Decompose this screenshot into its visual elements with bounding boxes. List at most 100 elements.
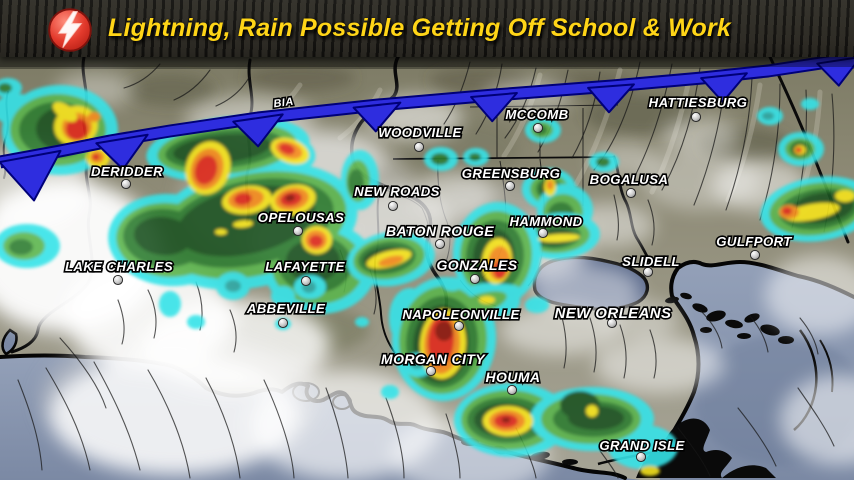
city-label: LAFAYETTE [265, 259, 345, 274]
radar-cell-re [234, 192, 252, 206]
front-triangle [470, 92, 518, 123]
clouds-layer-part [415, 170, 495, 220]
city-label: SLIDELL [622, 254, 680, 269]
headline-banner: Lightning, Rain Possible Getting Off Sch… [0, 0, 854, 57]
radar-cell-cy [801, 98, 819, 110]
city-dot [425, 365, 437, 377]
front-triangle [352, 101, 402, 133]
radar-cell-or [546, 180, 554, 190]
wind-streamlines-part [597, 447, 619, 479]
city-dot [469, 273, 481, 285]
radar-cell-cy [355, 317, 369, 327]
radar-cell-gr [431, 153, 449, 165]
radar-cell-dr [285, 194, 295, 202]
marsh-speckles-part [722, 465, 776, 478]
marsh-speckles-part [680, 292, 692, 300]
city-label: BOGALUSA [590, 172, 669, 187]
radar-cell-re [279, 143, 295, 155]
city-label: NAPOLEONVILLE [402, 307, 520, 322]
radar-cell-tl [410, 359, 424, 369]
radar-cell-or [88, 112, 100, 122]
city-label: GULFPORT [716, 234, 792, 249]
headline-text: Lightning, Rain Possible Getting Off Sch… [108, 14, 731, 42]
city-dot [120, 178, 132, 190]
city-label: GRAND ISLE [599, 438, 685, 453]
front-triangle [816, 57, 854, 87]
wind-streamlines-part [737, 407, 777, 467]
land-layer-part [0, 57, 854, 69]
radar-cell-ye [538, 233, 580, 243]
terrain-shading-part [125, 74, 215, 106]
wind-streamlines-part [699, 309, 723, 349]
front-triangle [95, 133, 149, 171]
city-dot [453, 320, 465, 332]
wind-streamlines-part [571, 71, 601, 159]
front-triangle [587, 83, 635, 114]
city-label: HATTIESBURG [649, 95, 748, 110]
radar-cell-cy [159, 291, 181, 317]
clouds-layer-part [765, 255, 854, 335]
radar-cell-cy [525, 297, 549, 313]
radar-cell-cy [442, 277, 462, 291]
sabine-lake [1, 328, 18, 356]
city-dot [749, 249, 761, 261]
marsh-speckles-part [562, 459, 578, 465]
city-label: LAKE CHARLES [65, 259, 173, 274]
marsh-speckles-part [737, 333, 751, 339]
city-dot [277, 317, 289, 329]
front-triangle [232, 113, 284, 148]
radar-cell-dr [435, 321, 453, 341]
wind-streamlines-part [45, 367, 91, 471]
radar-cell-ye [233, 220, 253, 228]
terrain-shading-part [245, 64, 355, 92]
wind-streamlines-part [445, 413, 461, 479]
wind-streamlines-part [619, 324, 627, 379]
lightning-bolt-icon [48, 8, 92, 52]
city-label: BIA [273, 96, 295, 111]
city-dot [300, 275, 312, 287]
city-dot [690, 111, 702, 123]
radar-cell-ye [215, 229, 227, 235]
wind-streamlines-part [504, 67, 537, 139]
radar-cell-ye [835, 190, 854, 202]
city-dot [642, 266, 654, 278]
radar-cell-re [309, 235, 323, 247]
city-dot [292, 225, 304, 237]
marsh-speckles-part [665, 296, 679, 304]
radar-layer [0, 78, 854, 476]
clouds-layer-part [530, 265, 640, 315]
city-dot [635, 451, 647, 463]
marsh-speckles-part [760, 324, 780, 336]
wind-streamlines-part [799, 317, 819, 355]
radar-cell-gr [596, 157, 610, 167]
city-label: DERIDDER [91, 164, 163, 179]
city-label: HAMMOND [509, 214, 582, 229]
marsh-speckles-part [706, 310, 726, 322]
radar-cell-gr [0, 83, 12, 93]
marsh-speckles-part [778, 336, 794, 344]
radar-cell-re [194, 155, 218, 185]
front-triangle [700, 72, 748, 103]
radar-cell-re [92, 154, 100, 160]
wind-streamlines-part [325, 387, 349, 479]
wind-streamlines-part [229, 309, 237, 353]
city-label: BATON ROUGE [386, 223, 494, 239]
city-dot [532, 122, 544, 134]
wind-streamlines-part [17, 379, 43, 471]
city-label: NEW ORLEANS [555, 305, 672, 322]
front-triangle [0, 149, 62, 202]
marsh-speckles-part [725, 319, 743, 329]
clouds-layer-part [660, 117, 740, 153]
wind-streamlines-part [649, 329, 657, 379]
radar-cell-gr [348, 169, 364, 197]
cold-front [0, 57, 854, 202]
marsh-speckles-part [692, 303, 708, 313]
city-label: GONZALES [437, 257, 518, 273]
city-dot [387, 200, 399, 212]
radar-cell-cy [187, 315, 205, 329]
radar-cell-cy [271, 286, 295, 306]
radar-cell-ye [586, 405, 598, 417]
wind-streamlines-part [263, 379, 295, 479]
wind-streamlines-part [173, 69, 211, 101]
